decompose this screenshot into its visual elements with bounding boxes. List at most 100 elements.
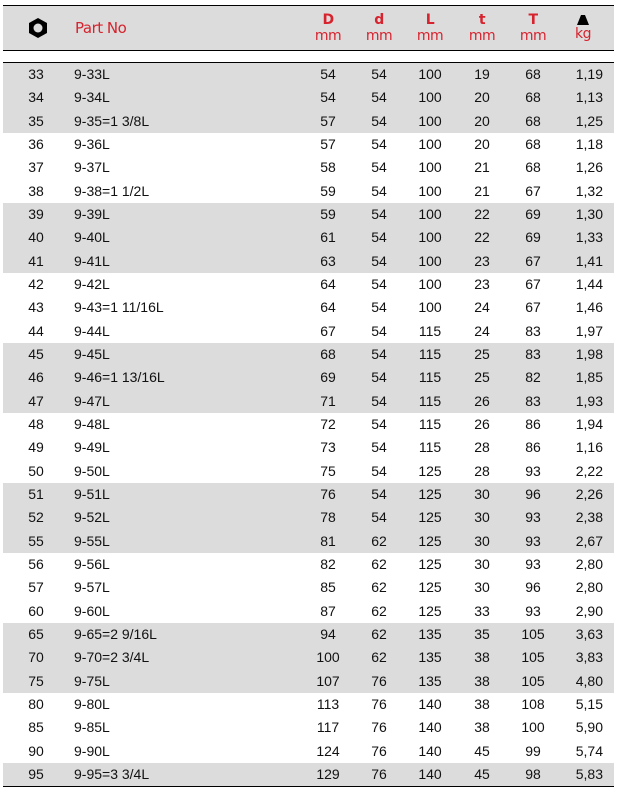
d-cell: 54 <box>371 182 387 199</box>
kg-cell: 1,25 <box>575 112 603 129</box>
size-cell: 60 <box>28 602 44 619</box>
t-cell: 38 <box>474 719 490 736</box>
table-row: 75 9-75L 107 76 135 38 105 4,80 <box>3 669 614 693</box>
d-cell: 54 <box>371 509 387 526</box>
part-no-cell: 9-45L <box>74 345 110 362</box>
D-cell: 54 <box>320 89 336 106</box>
t-cell: 24 <box>474 322 490 339</box>
L-cell: 100 <box>418 89 442 106</box>
table-row: 65 9-65=2 9/16L 94 62 135 35 105 3,63 <box>3 622 614 647</box>
col-header-d: d mm <box>365 12 393 44</box>
T-cell: 105 <box>521 649 545 666</box>
D-cell: 72 <box>320 415 336 432</box>
T-cell: 83 <box>525 345 541 362</box>
d-cell: 76 <box>371 672 387 689</box>
D-cell: 113 <box>316 695 340 712</box>
t-cell: 24 <box>474 299 490 316</box>
L-cell: 125 <box>418 602 442 619</box>
t-cell: 38 <box>474 649 490 666</box>
T-cell: 99 <box>525 742 541 759</box>
size-cell: 70 <box>28 649 44 666</box>
L-cell: 115 <box>418 392 442 409</box>
kg-cell: 1,33 <box>575 229 603 246</box>
part-no-cell: 9-49L <box>74 439 110 456</box>
D-cell: 67 <box>320 322 336 339</box>
table-row: 44 9-44L 67 54 115 24 83 1,97 <box>3 320 614 343</box>
T-cell: 96 <box>525 485 541 502</box>
kg-cell: 1,94 <box>575 415 603 432</box>
kg-cell: 1,19 <box>575 66 603 82</box>
t-cell: 21 <box>474 159 490 176</box>
part-no-cell: 9-40L <box>74 229 110 246</box>
size-cell: 40 <box>28 229 44 246</box>
t-cell: 26 <box>474 415 490 432</box>
d-cell: 62 <box>371 602 387 619</box>
t-cell: 28 <box>474 439 490 456</box>
kg-cell: 1,13 <box>575 89 603 106</box>
T-cell: 67 <box>525 252 541 269</box>
kg-cell: 2,67 <box>575 532 603 549</box>
kg-cell: 3,63 <box>575 625 603 642</box>
size-cell: 37 <box>28 159 44 176</box>
D-cell: 71 <box>320 392 336 409</box>
table-row: 38 9-38=1 1/2L 59 54 100 21 67 1,32 <box>3 180 614 203</box>
size-cell: 36 <box>28 135 44 152</box>
kg-cell: 1,18 <box>575 135 603 152</box>
T-cell: 83 <box>525 392 541 409</box>
t-cell: 38 <box>474 672 490 689</box>
table-row: 55 9-55L 81 62 125 30 93 2,67 <box>3 529 614 553</box>
D-cell: 69 <box>320 369 336 386</box>
size-cell: 95 <box>28 765 44 782</box>
part-no-cell: 9-80L <box>74 695 110 712</box>
L-cell: 115 <box>418 369 442 386</box>
kg-cell: 1,16 <box>575 439 603 456</box>
table-row: 95 9-95=3 3/4L 129 76 140 45 98 5,83 <box>3 762 614 787</box>
size-cell: 80 <box>28 695 44 712</box>
L-cell: 100 <box>418 299 442 316</box>
D-cell: 129 <box>316 765 340 782</box>
D-cell: 75 <box>320 462 336 479</box>
T-cell: 93 <box>525 532 541 549</box>
D-cell: 124 <box>316 742 340 759</box>
D-cell: 82 <box>320 555 336 572</box>
L-cell: 125 <box>418 485 442 502</box>
part-no-cell: 9-35=1 3/8L <box>74 112 150 129</box>
kg-cell: 2,90 <box>575 602 603 619</box>
L-cell: 100 <box>418 159 442 176</box>
L-cell: 140 <box>418 695 442 712</box>
table-row: 39 9-39L 59 54 100 22 69 1,30 <box>3 202 614 227</box>
t-cell: 35 <box>474 625 490 642</box>
T-cell: 93 <box>525 509 541 526</box>
kg-cell: 2,38 <box>575 509 603 526</box>
d-cell: 54 <box>371 462 387 479</box>
D-cell: 85 <box>320 579 336 596</box>
part-no-cell: 9-85L <box>74 719 110 736</box>
kg-cell: 3,83 <box>575 649 603 666</box>
T-cell: 100 <box>521 719 545 736</box>
d-cell: 54 <box>371 135 387 152</box>
d-cell: 62 <box>371 625 387 642</box>
d-cell: 54 <box>371 369 387 386</box>
t-cell: 26 <box>474 392 490 409</box>
t-cell: 21 <box>474 182 490 199</box>
t-cell: 20 <box>474 89 490 106</box>
part-no-cell: 9-44L <box>74 322 110 339</box>
T-cell: 93 <box>525 555 541 572</box>
d-cell: 54 <box>371 229 387 246</box>
table-row: 42 9-42L 64 54 100 23 67 1,44 <box>3 273 614 296</box>
size-cell: 47 <box>28 392 44 409</box>
L-cell: 115 <box>418 322 442 339</box>
size-cell: 57 <box>28 579 44 596</box>
L-cell: 125 <box>418 462 442 479</box>
kg-cell: 1,98 <box>575 345 603 362</box>
table-row: 70 9-70=2 3/4L 100 62 135 38 105 3,83 <box>3 646 614 670</box>
size-cell: 49 <box>28 439 44 456</box>
L-cell: 100 <box>418 275 442 292</box>
d-cell: 76 <box>371 765 387 782</box>
size-cell: 44 <box>28 322 44 339</box>
size-cell: 39 <box>28 205 44 222</box>
part-no-cell: 9-95=3 3/4L <box>74 765 150 782</box>
table-row: 90 9-90L 124 76 140 45 99 5,74 <box>3 740 614 763</box>
size-cell: 35 <box>28 112 44 129</box>
